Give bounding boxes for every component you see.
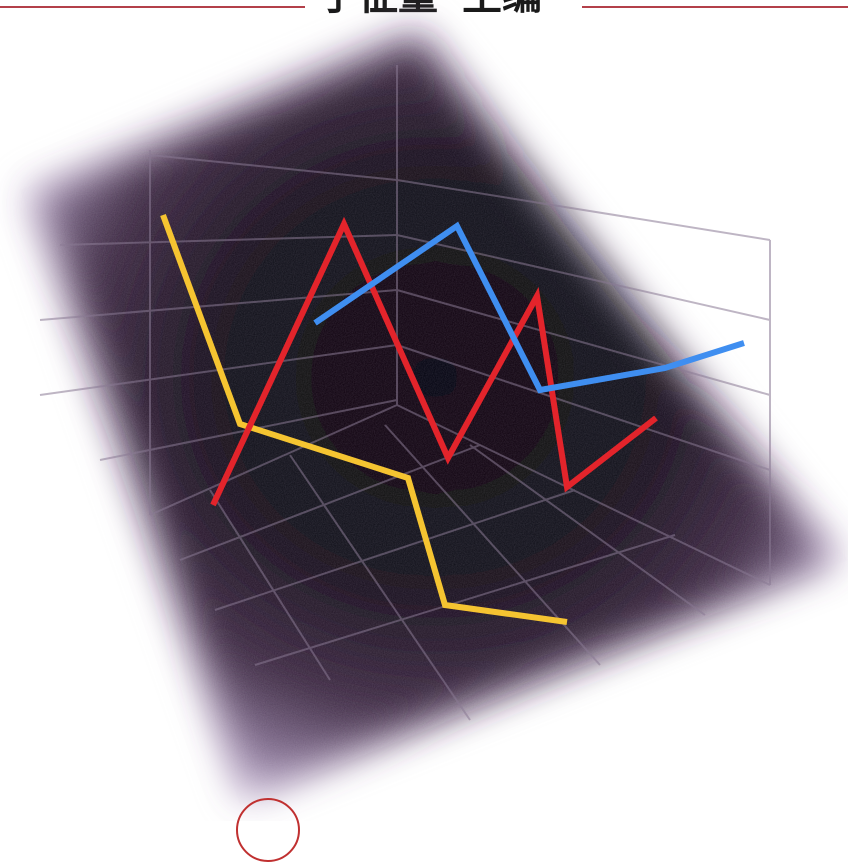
header-editor-name: 于征量 [318,0,438,16]
decorative-circle-outline [236,798,300,862]
perspective-line-illustration [20,20,848,805]
series-yellow-line [160,213,568,625]
series-red-line [210,216,658,507]
header-role-label: 主编 [462,0,542,16]
header-rule-left [0,6,305,8]
series-blue-line [313,221,745,394]
header-rule-right [582,6,848,8]
